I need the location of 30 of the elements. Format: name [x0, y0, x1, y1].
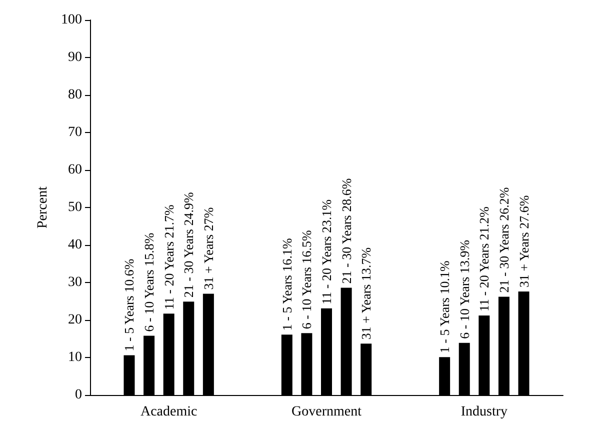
data-label: 6 - 10 Years 16.5% — [299, 230, 314, 330]
data-label: 21 - 30 Years 26.2% — [496, 187, 512, 293]
data-label: 11 - 20 Years 21.2% — [476, 206, 492, 312]
data-label: 6 - 10 Years 15.8% — [142, 232, 157, 332]
data-label: 21 - 30 Years 24.9% — [181, 192, 196, 298]
data-label: 1 - 5 Years 10.1% — [437, 260, 452, 354]
data-label: 1 - 5 Years 16.1% — [279, 238, 294, 331]
data-label: 31 + Years 13.7% — [358, 247, 374, 340]
data-label: 31 + Years 27.6% — [516, 195, 532, 288]
y-tick-label: 10 — [68, 350, 82, 365]
data-label: 6 - 10 Years 13.9% — [456, 240, 472, 339]
data-label: 21 - 30 Years 28.6% — [338, 178, 354, 284]
y-tick-label: 30 — [68, 275, 82, 290]
y-tick-label: 100 — [61, 12, 82, 28]
y-tick-label: 90 — [68, 50, 82, 65]
x-tick-label: Industry — [460, 404, 508, 420]
y-tick-label: 60 — [68, 162, 82, 178]
y-tick-label: 80 — [68, 88, 82, 102]
data-label: 11 - 20 Years 21.7% — [161, 204, 176, 310]
x-tick-label: Government — [292, 404, 362, 420]
y-tick-label: 0 — [75, 388, 82, 402]
y-tick-label: 40 — [68, 238, 82, 252]
data-label: 1 - 5 Years 10.6% — [122, 258, 137, 352]
data-label: 31 + Years 27% — [200, 207, 216, 290]
x-tick-label: Academic — [140, 404, 198, 420]
y-tick-label: 50 — [68, 200, 82, 215]
y-tick-label: 70 — [68, 125, 82, 140]
y-axis-title: Percent — [36, 186, 51, 228]
data-label: 11 - 20 Years 23.1% — [319, 199, 334, 304]
y-tick-label: 20 — [68, 312, 82, 328]
